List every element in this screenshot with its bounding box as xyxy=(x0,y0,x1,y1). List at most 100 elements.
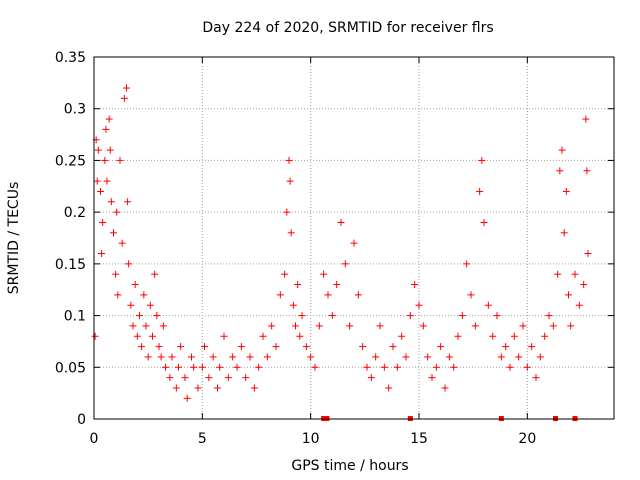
data-point xyxy=(463,260,471,268)
data-point xyxy=(190,363,198,371)
data-point xyxy=(311,363,319,371)
data-points xyxy=(91,84,592,402)
chart-title: Day 224 of 2020, SRMTID for receiver flr… xyxy=(202,20,493,36)
data-point xyxy=(198,363,206,371)
data-point xyxy=(97,187,104,195)
data-point xyxy=(337,218,345,226)
data-point xyxy=(286,177,294,185)
data-point xyxy=(549,322,557,330)
data-point xyxy=(411,281,419,289)
data-point xyxy=(140,291,148,299)
data-point xyxy=(255,363,263,371)
data-point xyxy=(380,363,388,371)
data-point xyxy=(151,270,159,278)
data-point xyxy=(471,322,479,330)
data-point xyxy=(246,353,254,361)
data-point xyxy=(376,322,384,330)
data-point xyxy=(105,115,113,123)
data-point xyxy=(493,312,501,320)
y-tick-label: 0.15 xyxy=(55,257,86,273)
data-point xyxy=(402,353,410,361)
data-point xyxy=(389,343,397,351)
x-tick-label: 10 xyxy=(302,431,320,447)
data-point xyxy=(133,332,141,340)
data-point xyxy=(125,260,133,268)
data-point xyxy=(127,301,135,309)
data-point xyxy=(136,312,143,320)
data-point xyxy=(372,353,380,361)
data-point xyxy=(116,156,124,164)
data-point xyxy=(93,177,101,185)
data-point xyxy=(302,343,310,351)
data-point xyxy=(541,332,549,340)
data-point xyxy=(123,84,130,92)
data-point xyxy=(283,208,291,216)
data-point xyxy=(528,343,536,351)
data-point xyxy=(242,374,250,382)
y-tick-label: 0.05 xyxy=(55,360,86,376)
data-point xyxy=(285,156,293,164)
data-point xyxy=(307,353,315,361)
data-point xyxy=(276,291,284,299)
data-point xyxy=(263,353,271,361)
data-point xyxy=(346,322,354,330)
data-point xyxy=(510,332,518,340)
data-point xyxy=(194,384,202,392)
data-point xyxy=(177,343,185,351)
data-point xyxy=(102,125,110,133)
data-point xyxy=(224,374,232,382)
data-point xyxy=(545,312,553,320)
data-point xyxy=(131,281,139,289)
data-point xyxy=(583,167,591,175)
data-point xyxy=(363,363,371,371)
data-point xyxy=(289,301,297,309)
data-point xyxy=(565,291,572,299)
data-point xyxy=(209,353,217,361)
data-point xyxy=(183,394,191,402)
data-point xyxy=(181,374,189,382)
data-point xyxy=(250,384,258,392)
data-point xyxy=(445,353,453,361)
gridlines xyxy=(94,57,614,419)
data-point xyxy=(571,270,579,278)
data-point xyxy=(556,167,564,175)
data-point xyxy=(467,291,475,299)
data-point xyxy=(554,270,562,278)
data-point xyxy=(428,374,436,382)
data-point xyxy=(144,353,152,361)
data-point xyxy=(328,312,336,320)
data-point xyxy=(458,312,466,320)
data-point xyxy=(113,208,121,216)
data-point xyxy=(155,343,163,351)
data-point xyxy=(110,229,117,237)
data-point xyxy=(259,332,267,340)
data-point xyxy=(216,363,224,371)
data-point xyxy=(237,343,245,351)
data-point xyxy=(502,343,510,351)
data-point xyxy=(476,187,484,195)
x-tick-label: 0 xyxy=(90,431,99,447)
plot-frame xyxy=(93,56,615,420)
data-point xyxy=(419,322,427,330)
data-point xyxy=(562,187,570,195)
data-point xyxy=(350,239,358,247)
data-point xyxy=(146,301,154,309)
y-tick-label: 0.2 xyxy=(64,205,86,221)
y-tick-label: 0.35 xyxy=(55,50,86,66)
data-point xyxy=(205,374,213,382)
data-point xyxy=(484,301,492,309)
data-point xyxy=(584,250,592,258)
data-point xyxy=(166,374,174,382)
data-point xyxy=(91,332,99,340)
x-tick-label: 20 xyxy=(518,431,536,447)
data-point xyxy=(287,229,295,237)
data-point xyxy=(532,374,540,382)
x-tick-label: 15 xyxy=(410,431,428,447)
data-point xyxy=(99,218,107,226)
data-point xyxy=(519,322,527,330)
data-point xyxy=(98,250,106,258)
data-point xyxy=(94,146,102,154)
data-point xyxy=(315,322,323,330)
data-point xyxy=(298,312,306,320)
data-point xyxy=(292,322,299,330)
